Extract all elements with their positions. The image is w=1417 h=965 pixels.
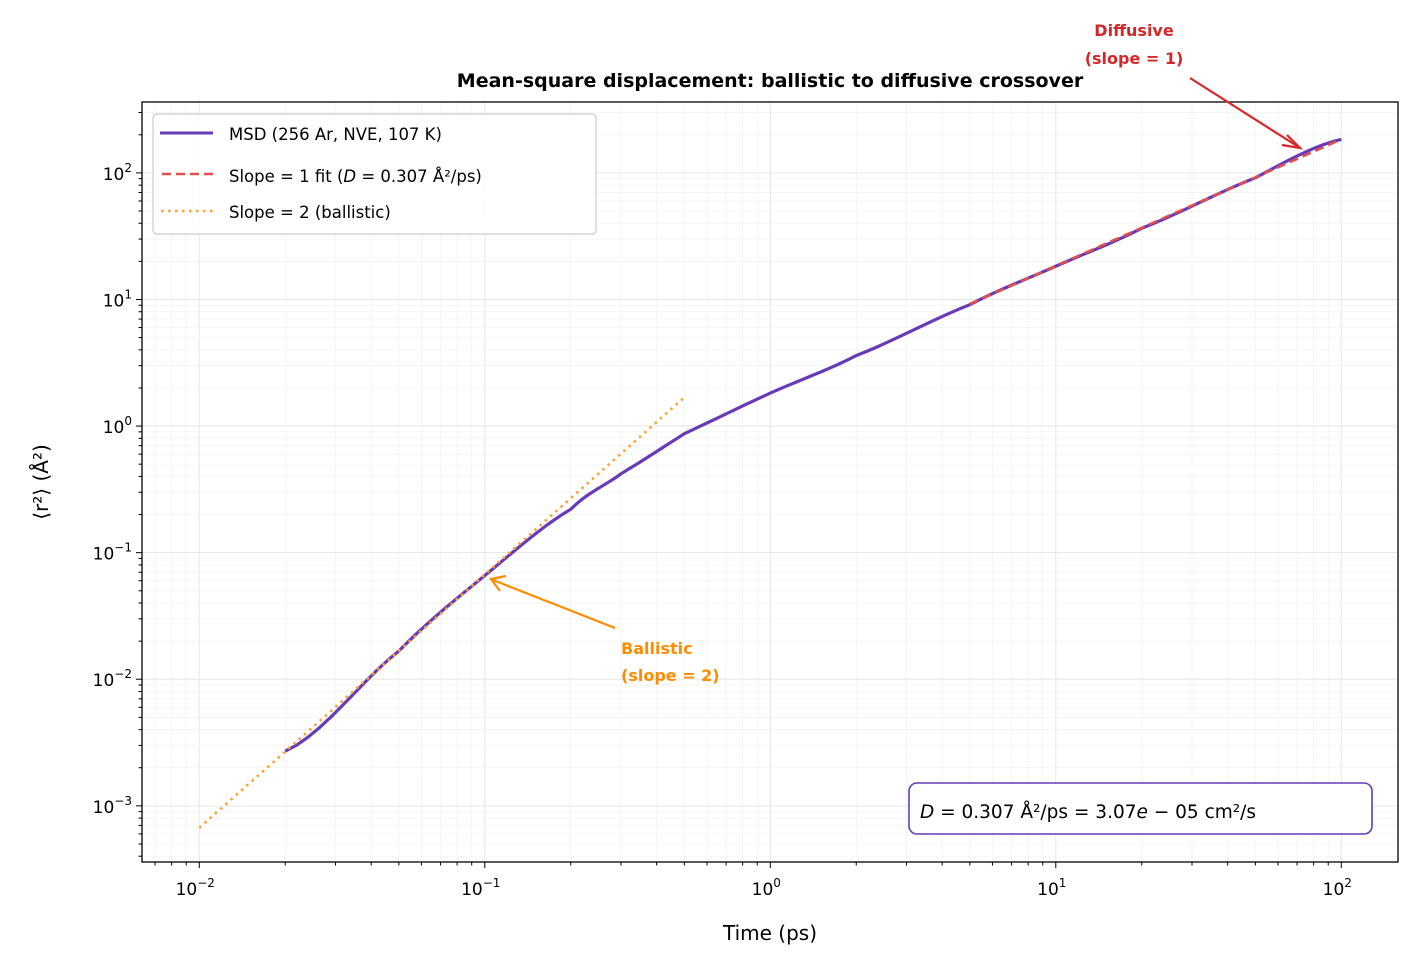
- y-tick-label-exponent: 0: [124, 414, 132, 428]
- chart-title: Mean-square displacement: ballistic to d…: [457, 70, 1084, 92]
- textbox-part2: − 05 cm²/s: [1148, 802, 1256, 823]
- annotation-diffusive-arrow: [1189, 77, 1298, 147]
- annotation-diffusive-line2: (slope = 1): [1085, 49, 1184, 68]
- y-tick-label: 100: [103, 414, 132, 438]
- y-tick-label-base: 10: [93, 798, 115, 818]
- x-tick-label-base: 10: [752, 880, 774, 900]
- y-tick-label: 102: [103, 161, 132, 185]
- x-tick-label-base: 10: [461, 880, 483, 900]
- annotation-diffusive: Diffusive (slope = 1): [1085, 21, 1304, 150]
- y-tick-label-base: 10: [103, 165, 125, 185]
- x-tick-label-exponent: −2: [197, 876, 215, 890]
- legend-fit-var: D: [343, 167, 356, 186]
- y-tick-label-base: 10: [103, 291, 125, 311]
- x-tick-label-base: 10: [1323, 880, 1345, 900]
- y-tick-label: 10−2: [93, 667, 132, 691]
- legend-label-fit: Slope = 1 fit (D = 0.307 Å²/ps): [229, 167, 482, 186]
- legend-label-msd: MSD (256 Ar, NVE, 107 K): [229, 125, 442, 144]
- diffusion-coefficient-box: D = 0.307 Å²/ps = 3.07e − 05 cm²/s: [908, 782, 1373, 835]
- y-tick-label-base: 10: [103, 418, 125, 438]
- y-tick-label-base: 10: [93, 545, 115, 565]
- y-tick-label-exponent: −2: [114, 667, 132, 681]
- y-tick-label-exponent: 2: [124, 161, 132, 175]
- legend-label-ballistic: Slope = 2 (ballistic): [229, 203, 391, 222]
- series-ballistic-line: [198, 396, 686, 829]
- textbox-var: D: [920, 802, 934, 823]
- textbox-var2: e: [1137, 802, 1148, 823]
- y-tick-label: 10−3: [93, 794, 132, 818]
- y-tick-label-base: 10: [93, 671, 115, 691]
- x-tick-label: 10−1: [461, 876, 500, 900]
- legend-box: [152, 113, 597, 235]
- x-tick-label-exponent: −1: [483, 876, 501, 890]
- annotation-ballistic-line2: (slope = 2): [621, 666, 720, 685]
- legend: MSD (256 Ar, NVE, 107 K) Slope = 1 fit (…: [152, 113, 597, 235]
- series-slope1-fit-line: [969, 138, 1342, 306]
- x-tick-label-exponent: 0: [773, 876, 781, 890]
- x-tick-label-base: 10: [1037, 880, 1059, 900]
- x-tick-label: 10−2: [176, 876, 215, 900]
- y-tick-label: 10−1: [93, 541, 132, 565]
- x-tick-label: 100: [752, 876, 781, 900]
- y-tick-label-exponent: −1: [114, 541, 132, 555]
- textbox-part1: = 0.307 Å²/ps = 3.07: [934, 801, 1136, 823]
- x-axis-label: Time (ps): [722, 921, 817, 945]
- legend-fit-suffix: = 0.307 Å²/ps): [356, 167, 482, 186]
- x-tick-label: 101: [1037, 876, 1066, 900]
- x-tick-label-exponent: 1: [1059, 876, 1067, 890]
- y-tick-label-exponent: −3: [114, 794, 132, 808]
- x-tick-label-exponent: 2: [1344, 876, 1352, 890]
- y-tick-label-exponent: 1: [124, 287, 132, 301]
- annotation-diffusive-arrowhead: [1281, 134, 1304, 150]
- annotation-ballistic: Ballistic (slope = 2): [489, 574, 720, 685]
- x-tick-label-base: 10: [176, 880, 198, 900]
- annotation-ballistic-line1: Ballistic: [621, 639, 693, 658]
- textbox-frame: [908, 782, 1373, 835]
- x-tick-label: 102: [1323, 876, 1352, 900]
- legend-fit-prefix: Slope = 1 fit (: [229, 167, 343, 186]
- textbox-text: D = 0.307 Å²/ps = 3.07e − 05 cm²/s: [920, 801, 1256, 823]
- series-layer: [198, 137, 1342, 829]
- y-axis-label: ⟨r²⟩ (Å²): [29, 444, 53, 520]
- annotation-ballistic-arrow: [492, 578, 616, 630]
- annotation-ballistic-arrowhead: [489, 574, 507, 592]
- y-tick-label: 101: [103, 287, 132, 311]
- annotation-diffusive-line1: Diffusive: [1094, 21, 1174, 40]
